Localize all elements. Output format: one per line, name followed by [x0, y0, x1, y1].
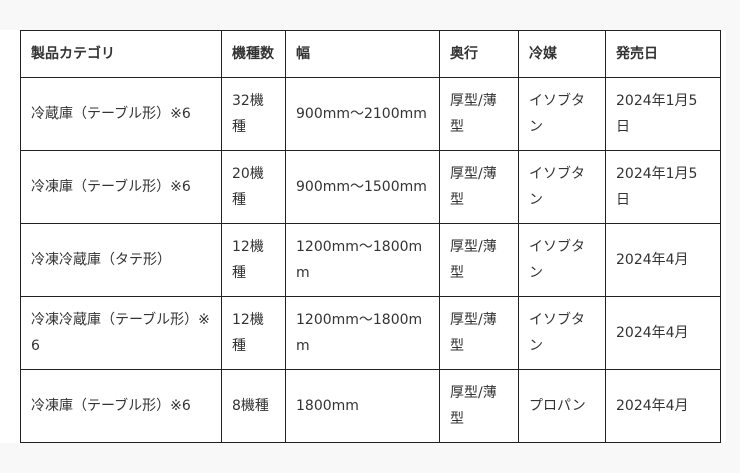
- cell-category: 冷蔵庫（テーブル形）※6: [20, 77, 222, 151]
- cell-count: 12機種: [221, 223, 286, 297]
- header-release-date: 発売日: [605, 30, 721, 78]
- cell-width: 1200mm～1800mm: [285, 223, 440, 297]
- cell-release-date: 2024年1月5日: [605, 150, 721, 224]
- header-width: 幅: [285, 30, 440, 78]
- cell-category: 冷凍庫（テーブル形）※6: [20, 369, 222, 443]
- cell-refrigerant: イソブタン: [518, 150, 606, 224]
- cell-refrigerant: イソブタン: [518, 77, 606, 151]
- cell-width: 1200mm～1800mm: [285, 296, 440, 370]
- cell-release-date: 2024年4月: [605, 223, 721, 297]
- table-header-row: 製品カテゴリ 機種数 幅 奥行 冷媒 発売日: [20, 30, 721, 78]
- cell-depth: 厚型/薄型: [439, 77, 519, 151]
- product-table: 製品カテゴリ 機種数 幅 奥行 冷媒 発売日 冷蔵庫（テーブル形）※6 32機種 9…: [20, 30, 721, 443]
- cell-refrigerant: イソブタン: [518, 223, 606, 297]
- cell-width: 900mm～1500mm: [285, 150, 440, 224]
- cell-category: 冷凍冷蔵庫（タテ形）: [20, 223, 222, 297]
- cell-release-date: 2024年4月: [605, 296, 721, 370]
- cell-refrigerant: イソブタン: [518, 296, 606, 370]
- cell-count: 12機種: [221, 296, 286, 370]
- cell-count: 20機種: [221, 150, 286, 224]
- cell-count: 8機種: [221, 369, 286, 443]
- table-row: 冷蔵庫（テーブル形）※6 32機種 900mm～2100mm 厚型/薄型 イソブタン 20…: [20, 77, 721, 151]
- content-panel: 製品カテゴリ 機種数 幅 奥行 冷媒 発売日 冷蔵庫（テーブル形）※6 32機種 9…: [0, 30, 726, 443]
- header-depth: 奥行: [439, 30, 519, 78]
- cell-count: 32機種: [221, 77, 286, 151]
- cell-width: 1800mm: [285, 369, 440, 443]
- cell-width: 900mm～2100mm: [285, 77, 440, 151]
- header-category: 製品カテゴリ: [20, 30, 222, 78]
- cell-category: 冷凍庫（テーブル形）※6: [20, 150, 222, 224]
- cell-release-date: 2024年1月5日: [605, 77, 721, 151]
- header-refrigerant: 冷媒: [518, 30, 606, 78]
- cell-depth: 厚型/薄型: [439, 369, 519, 443]
- cell-category: 冷凍冷蔵庫（テーブル形）※6: [20, 296, 222, 370]
- cell-refrigerant: プロパン: [518, 369, 606, 443]
- cell-depth: 厚型/薄型: [439, 296, 519, 370]
- cell-release-date: 2024年4月: [605, 369, 721, 443]
- table-row: 冷凍冷蔵庫（タテ形） 12機種 1200mm～1800mm 厚型/薄型 イソブタン 202…: [20, 223, 721, 297]
- table-row: 冷凍冷蔵庫（テーブル形）※6 12機種 1200mm～1800mm 厚型/薄型 イソブタ…: [20, 296, 721, 370]
- cell-depth: 厚型/薄型: [439, 223, 519, 297]
- cell-depth: 厚型/薄型: [439, 150, 519, 224]
- header-count: 機種数: [221, 30, 286, 78]
- table-row: 冷凍庫（テーブル形）※6 8機種 1800mm 厚型/薄型 プロパン 2024年4月: [20, 369, 721, 443]
- table-row: 冷凍庫（テーブル形）※6 20機種 900mm～1500mm 厚型/薄型 イソブタン 20…: [20, 150, 721, 224]
